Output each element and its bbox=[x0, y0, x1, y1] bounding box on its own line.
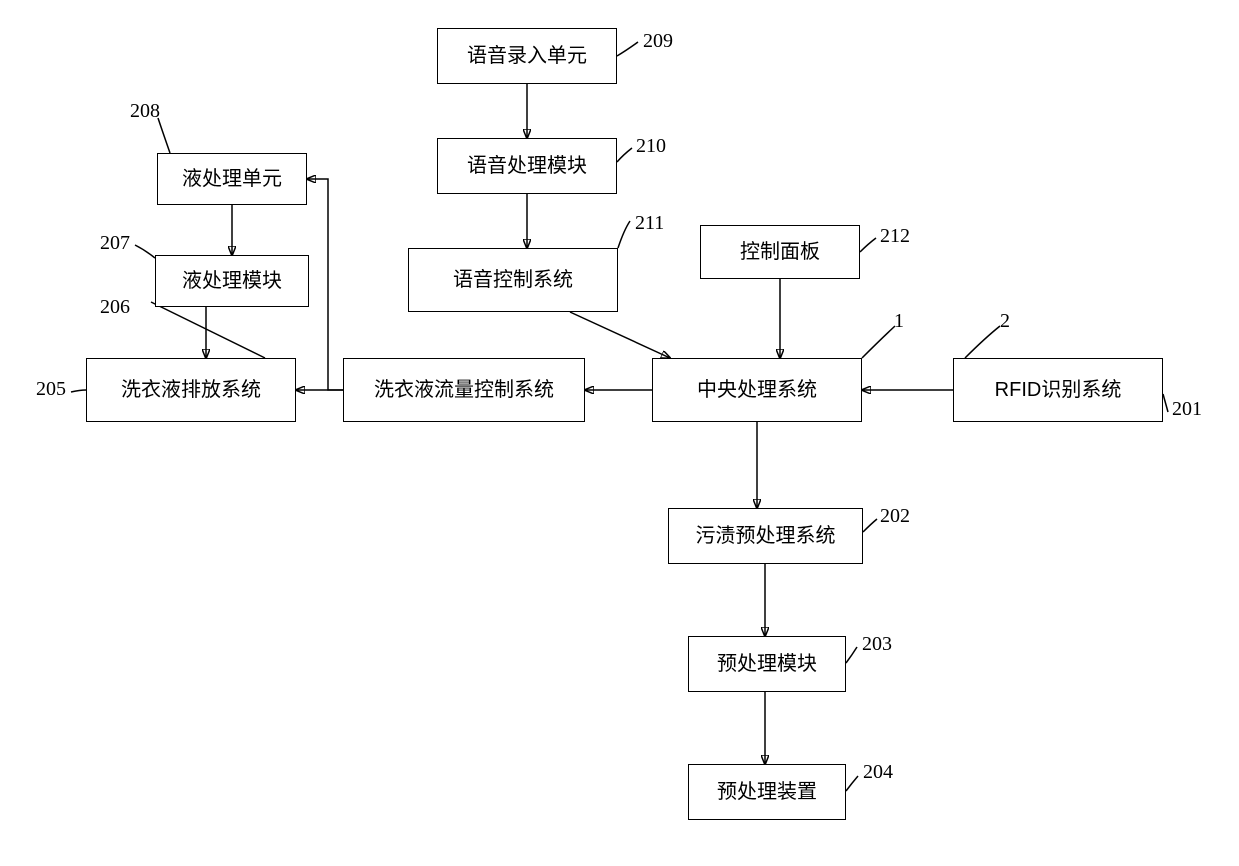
node-voice-input-unit: 语音录入单元 bbox=[437, 28, 617, 84]
node-control-panel: 控制面板 bbox=[700, 225, 860, 279]
flowchart-diagram: 语音录入单元 语音处理模块 语音控制系统 控制面板 液处理单元 液处理模块 洗衣… bbox=[0, 0, 1239, 866]
ref-label-205: 205 bbox=[36, 378, 66, 401]
ref-label-210: 210 bbox=[636, 135, 666, 158]
ref-label-208: 208 bbox=[130, 100, 160, 123]
node-voice-processing-module: 语音处理模块 bbox=[437, 138, 617, 194]
ref-label-201: 201 bbox=[1172, 398, 1202, 421]
edges-layer bbox=[0, 0, 1239, 866]
ref-label-206: 206 bbox=[100, 296, 130, 319]
node-pretreatment-device: 预处理装置 bbox=[688, 764, 846, 820]
node-central-processing-system: 中央处理系统 bbox=[652, 358, 862, 422]
ref-label-1: 1 bbox=[894, 310, 904, 333]
node-rfid-recognition-system: RFID识别系统 bbox=[953, 358, 1163, 422]
ref-label-204: 204 bbox=[863, 761, 893, 784]
ref-label-211: 211 bbox=[635, 212, 664, 235]
ref-label-207: 207 bbox=[100, 232, 130, 255]
node-voice-control-system: 语音控制系统 bbox=[408, 248, 618, 312]
node-liquid-processing-module: 液处理模块 bbox=[155, 255, 309, 307]
ref-label-2: 2 bbox=[1000, 310, 1010, 333]
node-detergent-flow-control-system: 洗衣液流量控制系统 bbox=[343, 358, 585, 422]
node-pretreatment-module: 预处理模块 bbox=[688, 636, 846, 692]
ref-label-203: 203 bbox=[862, 633, 892, 656]
ref-label-212: 212 bbox=[880, 225, 910, 248]
node-stain-pretreatment-system: 污渍预处理系统 bbox=[668, 508, 863, 564]
ref-label-202: 202 bbox=[880, 505, 910, 528]
ref-label-209: 209 bbox=[643, 30, 673, 53]
node-detergent-discharge-system: 洗衣液排放系统 bbox=[86, 358, 296, 422]
node-liquid-processing-unit: 液处理单元 bbox=[157, 153, 307, 205]
